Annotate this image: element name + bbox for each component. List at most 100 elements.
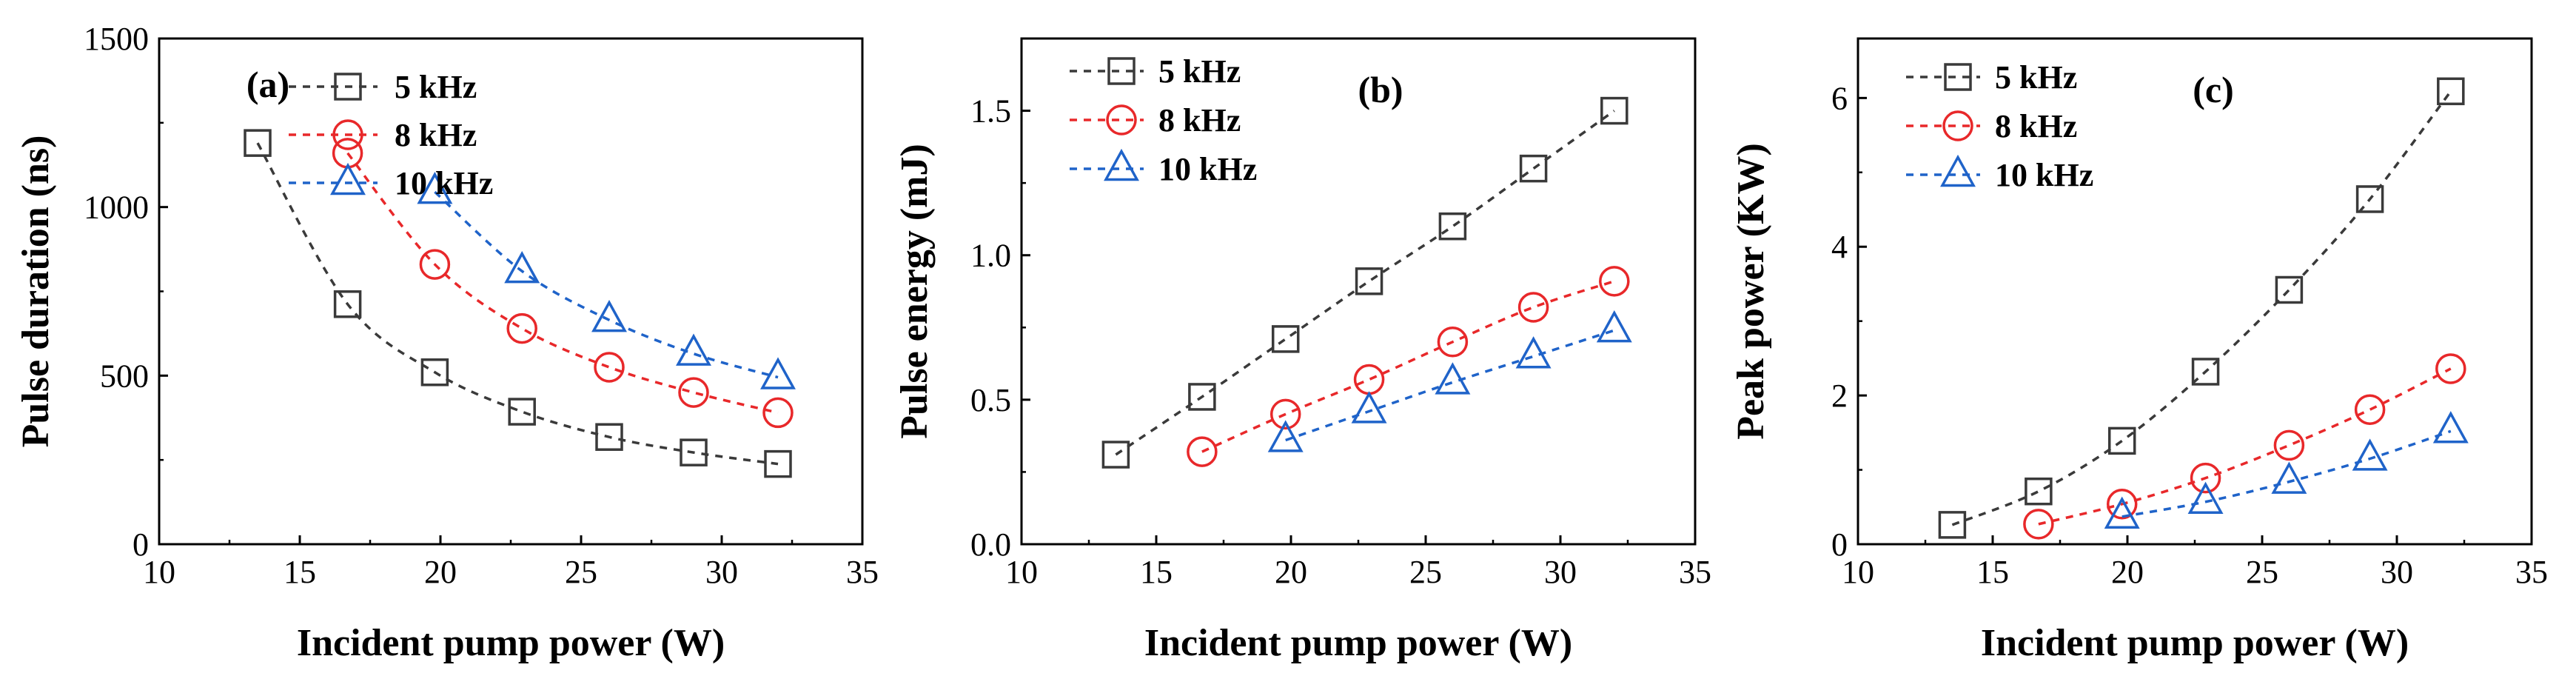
panel-label: (a) [246, 64, 289, 105]
y-tick-label: 0.0 [970, 526, 1011, 563]
x-tick-label: 20 [1275, 554, 1307, 590]
legend-label: 10 kHz [1158, 151, 1257, 187]
x-tick-label: 30 [705, 554, 738, 590]
data-point [680, 438, 708, 466]
data-point [678, 377, 709, 408]
data-point [2437, 77, 2465, 106]
data-point [594, 352, 625, 383]
legend-marker [1104, 148, 1139, 181]
data-point [1599, 266, 1630, 297]
x-axis-title: Incident pump power (W) [1981, 622, 2409, 664]
data-point [2190, 462, 2221, 494]
y-tick-label: 0 [133, 526, 149, 563]
x-tick-label: 30 [2381, 554, 2413, 590]
series-line [256, 142, 779, 466]
data-point [2271, 461, 2307, 494]
data-point [1353, 364, 1385, 395]
data-point [419, 249, 451, 280]
x-tick-label: 25 [2246, 554, 2278, 590]
panel-2: 10 15 20 25 30 35 0 2 4 6 Incident pump power (W) P… [1730, 37, 2548, 664]
data-point [762, 397, 794, 429]
data-point [1437, 327, 1469, 358]
y-axis-title: Pulse energy (mJ) [893, 144, 936, 439]
series-line [2121, 429, 2452, 518]
series-line [1201, 280, 1615, 453]
legend-label: 10 kHz [395, 165, 493, 201]
y-axis-title: Peak power (KW) [1730, 143, 1772, 440]
x-tick-label: 10 [1842, 554, 1874, 590]
data-point [1355, 267, 1383, 295]
y-tick-label: 1.5 [970, 93, 1011, 130]
legend-label: 8 kHz [1158, 102, 1241, 138]
data-point [2191, 358, 2220, 386]
data-point [1188, 383, 1216, 411]
y-axis-title: Pulse duration (ns) [15, 135, 57, 448]
y-tick-label: 500 [100, 358, 149, 394]
series-line [1951, 90, 2452, 526]
series-line [1285, 329, 1615, 442]
data-point [2432, 411, 2469, 444]
panel-label: (c) [2193, 69, 2234, 110]
legend-marker [330, 162, 366, 195]
y-tick-label: 0.5 [970, 382, 1011, 418]
legend-label: 5 kHz [1158, 53, 1241, 90]
legend-label: 10 kHz [1995, 157, 2093, 193]
x-tick-label: 15 [1140, 554, 1173, 590]
legend-marker [1940, 154, 1976, 187]
y-tick-label: 1000 [84, 190, 149, 226]
data-point [2435, 353, 2466, 384]
data-point [2023, 509, 2054, 540]
data-point [506, 312, 537, 344]
legend-label: 5 kHz [395, 69, 477, 105]
panel-1: 10 15 20 25 30 35 0.0 0.5 1.0 1.5 Incident pump po… [893, 37, 1711, 664]
data-point [1938, 511, 1967, 539]
series-line [1115, 110, 1615, 456]
y-tick-label: 2 [1831, 378, 1848, 414]
data-point [764, 449, 792, 478]
y-tick-label: 1500 [84, 21, 149, 57]
legend-label: 8 kHz [395, 117, 477, 153]
data-point [1187, 436, 1218, 467]
data-point [1600, 96, 1629, 125]
data-point [2352, 438, 2388, 471]
x-tick-label: 25 [565, 554, 597, 590]
y-tick-label: 6 [1831, 80, 1848, 116]
x-tick-label: 25 [1409, 554, 1442, 590]
x-tick-label: 10 [1005, 554, 1038, 590]
panel-0: 10 15 20 25 30 35 0 500 1000 1500 Incident pump po… [15, 21, 879, 664]
data-point [417, 171, 453, 204]
y-tick-label: 1.0 [970, 238, 1011, 274]
x-tick-label: 20 [2111, 554, 2144, 590]
data-point [1515, 336, 1552, 369]
data-point [244, 129, 272, 157]
data-point [2106, 489, 2138, 520]
data-point [1438, 212, 1467, 241]
x-tick-label: 10 [143, 554, 175, 590]
data-point [591, 300, 627, 332]
data-point [2104, 496, 2140, 529]
x-axis-title: Incident pump power (W) [1144, 622, 1572, 664]
data-point [1269, 398, 1301, 430]
data-point [595, 423, 623, 451]
data-point [2354, 394, 2386, 425]
legend-marker [1107, 57, 1136, 85]
legend-marker [1942, 110, 1973, 141]
x-tick-label: 20 [424, 554, 457, 590]
data-point [1267, 420, 1304, 452]
data-point [2025, 477, 2053, 506]
legend-marker [1106, 104, 1137, 135]
data-point [1351, 391, 1387, 424]
data-point [1271, 325, 1300, 353]
data-point [676, 333, 711, 366]
legend-label: 5 kHz [1995, 59, 2077, 96]
x-tick-label: 30 [1544, 554, 1577, 590]
data-point [1519, 154, 1548, 183]
x-tick-label: 35 [2515, 554, 2548, 590]
x-tick-label: 15 [1976, 554, 2009, 590]
x-tick-label: 35 [1679, 554, 1711, 590]
y-tick-label: 4 [1831, 229, 1848, 265]
y-tick-label: 0 [1831, 526, 1848, 563]
data-point [2187, 481, 2224, 514]
data-point [2107, 426, 2136, 455]
